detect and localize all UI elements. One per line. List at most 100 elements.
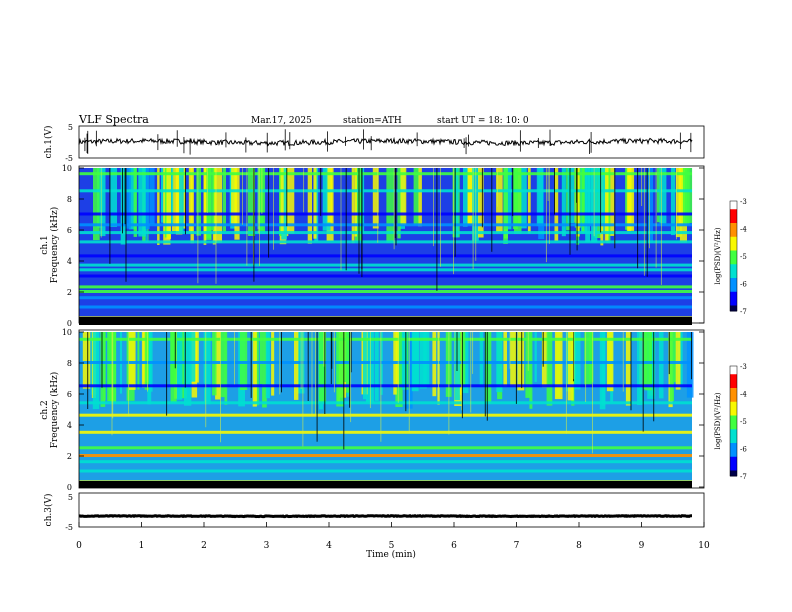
date-label: Mar.17, 2025 [251, 116, 312, 126]
cbar1-segment [730, 201, 737, 205]
spec2-noise-patch [589, 332, 594, 383]
spec1-noise-patch [418, 168, 422, 227]
cbar1-segment [730, 300, 737, 304]
cbar2-segment [730, 368, 737, 372]
spec2-noise-patch [129, 332, 136, 390]
cbar1-segment [730, 275, 737, 279]
cbar2-segment [730, 399, 737, 403]
cbar1-tick-label: -6 [740, 281, 747, 289]
cbar1-segment [730, 250, 737, 254]
spec2-noise-patch [484, 332, 492, 404]
ch3-ytick-top: 5 [68, 493, 73, 502]
spec1-noise-patch [536, 168, 544, 227]
spec2-noise-patch [404, 332, 413, 409]
cbar2-frame [729, 365, 738, 477]
spec2-noise-patch [219, 332, 226, 398]
spec1-noise-patch [150, 168, 155, 224]
ch1-waveform-panel: 5 -5 ch.1(V) [43, 123, 705, 163]
time-tick-label: 8 [576, 541, 582, 551]
spec2-ticks-label: 2 [67, 452, 72, 461]
cbar2-segment [730, 465, 737, 469]
cbar1-segment [730, 294, 737, 298]
time-tick-label: 6 [451, 541, 457, 551]
time-tick-label: 0 [76, 541, 82, 551]
spec1-band [79, 212, 692, 216]
cbar1-segment [730, 297, 737, 301]
cbar1-segment [730, 214, 737, 218]
cbar2-segment [730, 462, 737, 466]
spec1-noise-patch [626, 168, 632, 232]
cbar2-segment [730, 374, 737, 378]
ch1-colorbar-label: log(PSD)(V²/Hz) [714, 227, 722, 284]
cbar1-segment [730, 236, 737, 240]
spec1-noise-patch [313, 168, 317, 239]
cbar2-segment [730, 421, 737, 425]
spec1-noise-patch [478, 168, 484, 238]
cbar2-segment [730, 432, 737, 436]
spec2-noise-patch [546, 332, 553, 406]
spec2-noise-patch [669, 332, 674, 401]
spec2-noise-patch [534, 332, 537, 382]
spec2-noise-patch [189, 332, 196, 382]
spec1-noise-patch [503, 168, 508, 244]
cbar1-tick-label: -5 [740, 253, 747, 261]
cbar2-segment [730, 396, 737, 400]
cbar1-segment [730, 258, 737, 262]
cbar2-segment [730, 437, 737, 441]
ch1-wave-line [78, 136, 693, 147]
ch2-frequency-axis-label: Frequency (kHz) [49, 372, 60, 449]
cbar2-segment [730, 385, 737, 389]
spec1-noise-patch [222, 168, 226, 232]
cbar1-segment [730, 256, 737, 260]
spec1-band [79, 240, 692, 244]
cbar2-segment [730, 423, 737, 427]
spec2-ticks-label: 8 [67, 359, 72, 368]
spec1-noise-patch [675, 168, 680, 238]
ch1-waveform-ylabel: ch.1(V) [43, 126, 54, 159]
spec1-noise-patch [93, 168, 100, 241]
spec1-band [79, 189, 692, 193]
ch2-colorbar: -3 -4 -5 -6 -7 [729, 363, 747, 481]
spec1-noise-patch [670, 168, 676, 236]
cbar1-segment [730, 220, 737, 224]
spec1-noise-patch [171, 168, 179, 231]
spec1-ticks-label: 10 [62, 164, 72, 173]
cbar2-tick-label: -6 [740, 446, 747, 454]
spec2-noise-patch [82, 332, 91, 389]
cbar1-segment [730, 291, 737, 295]
cbar1-segment [730, 203, 737, 207]
cbar1-segment [730, 223, 737, 227]
ch3-waveform-ylabel: ch.3(V) [43, 494, 54, 527]
cbar1-segment [730, 286, 737, 290]
spec1-noise-patch [463, 168, 468, 227]
spec1-band [79, 172, 692, 176]
cbar1-tick-label: -7 [740, 308, 747, 316]
spec1-ticks-label: 0 [67, 319, 72, 328]
spec2-noise-patch [336, 332, 344, 407]
spec1-noise-patch [166, 168, 171, 239]
cbar2-segment [730, 470, 737, 474]
spec2-band [79, 337, 692, 341]
cbar1-segment [730, 247, 737, 251]
cbar1-segment [730, 209, 737, 213]
cbar2-segment [730, 440, 737, 444]
cbar2-segment [730, 443, 737, 447]
cbar2-segment [730, 382, 737, 386]
cbar1-segment [730, 302, 737, 306]
spec1-ticks-label: 6 [67, 226, 72, 235]
spec1-noise-patch [581, 168, 585, 223]
spec1-band [79, 274, 692, 278]
spec2-noise-patch [137, 332, 140, 390]
cbar2-segment [730, 456, 737, 460]
cbar2-tick-label: -3 [740, 363, 747, 371]
spec1-band [79, 285, 692, 289]
ch3-wave-line [78, 513, 692, 519]
spec2-noise-patch [180, 332, 187, 399]
cbar2-segment [730, 429, 737, 433]
spec2-noise-patch [584, 332, 592, 386]
spec2-noise-patch [401, 332, 408, 390]
ch1-ytick-bottom: -5 [65, 154, 73, 163]
time-tick-label: 2 [201, 541, 207, 551]
spec1-noise-patch [454, 168, 459, 238]
cbar1-tick-label: -4 [740, 226, 747, 234]
